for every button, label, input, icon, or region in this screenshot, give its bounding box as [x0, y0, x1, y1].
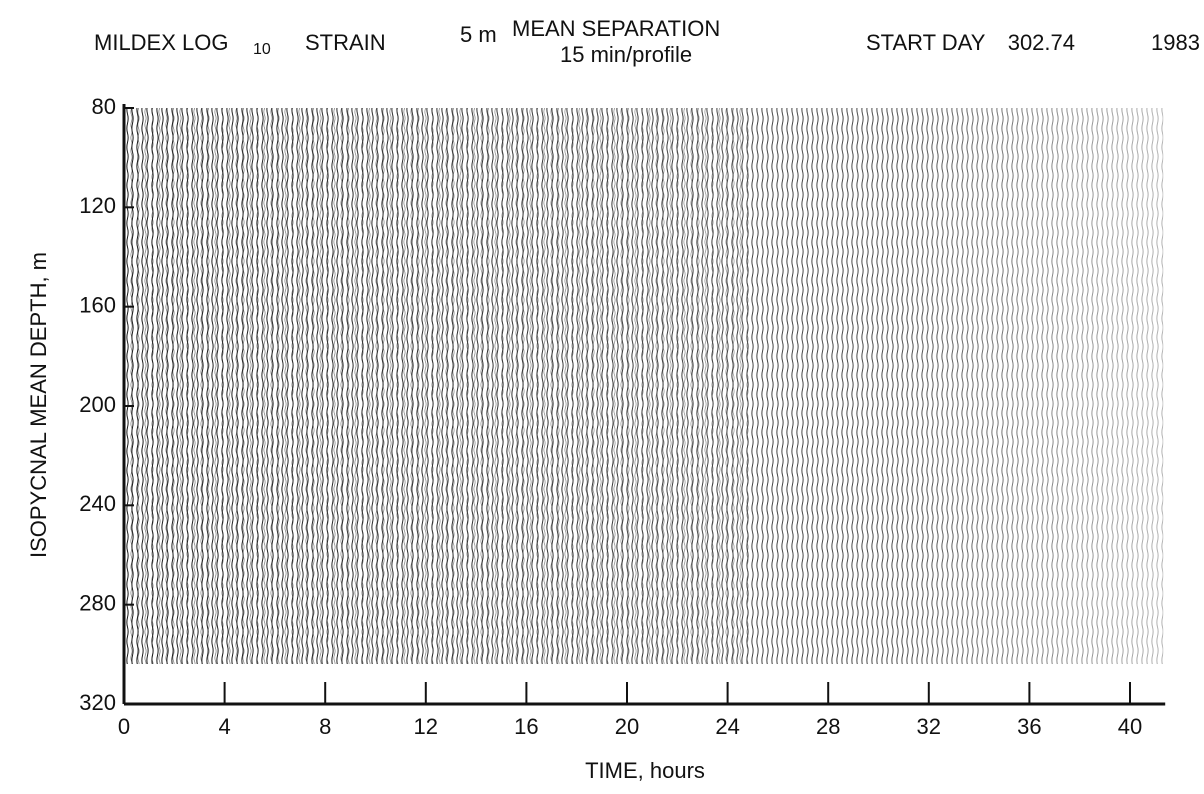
y-tick-label: 280 [79, 590, 116, 615]
y-tick-label: 160 [79, 292, 116, 317]
y-tick-label: 320 [79, 690, 116, 715]
title-subscript: 10 [253, 41, 271, 58]
y-tick-label: 240 [79, 491, 116, 516]
x-tick-label: 32 [917, 714, 941, 739]
x-tick-label: 28 [816, 714, 840, 739]
x-tick-label: 4 [218, 714, 230, 739]
trace-texture [126, 108, 751, 664]
y-tick-label: 80 [92, 94, 116, 119]
profile-traces [126, 108, 1164, 664]
title: MILDEX LOG 10 STRAIN 5 m MEAN SEPARATION… [94, 16, 1200, 67]
title-text: 1983 [1151, 30, 1200, 55]
x-tick-label: 16 [514, 714, 538, 739]
x-tick-label: 36 [1017, 714, 1041, 739]
title-text: START DAY [866, 30, 986, 55]
y-tick-label: 120 [79, 193, 116, 218]
y-axis-label: ISOPYCNAL MEAN DEPTH, m [26, 252, 51, 558]
x-tick-label: 20 [615, 714, 639, 739]
title-text: 302.74 [1008, 30, 1075, 55]
title-text: STRAIN [305, 30, 386, 55]
title-text: 15 min/profile [560, 42, 692, 67]
x-tick-label: 24 [715, 714, 739, 739]
x-tick-label: 8 [319, 714, 331, 739]
y-tick-label: 200 [79, 392, 116, 417]
x-axis-label: TIME, hours [585, 758, 705, 783]
title-text: 5 m [460, 22, 497, 47]
title-text: MEAN SEPARATION [512, 16, 720, 41]
x-tick-label: 40 [1118, 714, 1142, 739]
x-tick-label: 12 [414, 714, 438, 739]
title-text: MILDEX LOG [94, 30, 228, 55]
x-tick-label: 0 [118, 714, 130, 739]
